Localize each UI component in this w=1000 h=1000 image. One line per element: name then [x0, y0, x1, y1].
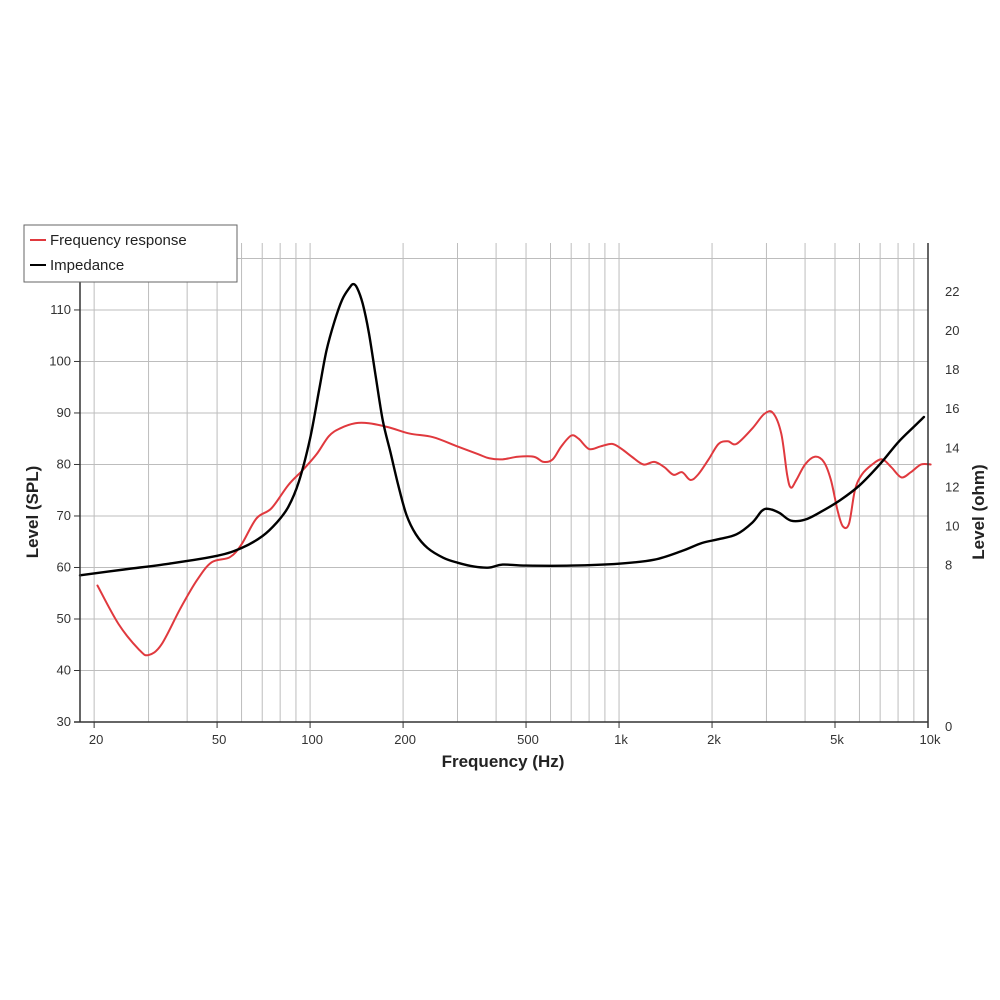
y-right-tick-label: 14 [945, 440, 959, 455]
x-tick-label: 5k [830, 732, 844, 747]
y-left-tick-label: 110 [50, 302, 71, 317]
x-tick-label: 50 [212, 732, 226, 747]
legend-label-frequency-response: Frequency response [50, 232, 187, 249]
y-right-tick-label: 20 [945, 323, 959, 338]
x-tick-label: 2k [707, 732, 721, 747]
y-right-tick-label: 8 [945, 558, 952, 573]
y-right-tick-label: 22 [945, 284, 959, 299]
x-tick-label: 1k [614, 732, 628, 747]
ticks-layer: 20 50 100 200 500 1k 2k 5k 10k304050607080901001… [49, 250, 959, 747]
y-left-tick-label: 70 [57, 508, 71, 523]
legend: Frequency response Impedance [23, 224, 238, 283]
y-right-tick-label: 18 [945, 362, 959, 377]
y-axis-left-title: Level (SPL) [23, 466, 42, 559]
legend-label-impedance: Impedance [50, 257, 124, 274]
y-right-tick-label: 0 [945, 719, 952, 734]
y-left-tick-label: 30 [57, 714, 71, 729]
series-line-frequency-response [96, 410, 932, 657]
x-tick-label: 100 [301, 732, 323, 747]
y-axis-right-title: Level (ohm) [969, 464, 988, 559]
y-left-tick-label: 80 [57, 456, 71, 471]
x-tick-label: 10k [920, 732, 941, 747]
y-left-tick-label: 100 [49, 353, 71, 368]
y-left-tick-label: 60 [57, 559, 71, 574]
x-axis-title: Frequency (Hz) [442, 752, 565, 771]
y-left-tick-label: 50 [57, 611, 71, 626]
y-left-tick-label: 40 [57, 662, 71, 677]
series-layer [78, 282, 932, 657]
y-left-tick-label: 90 [57, 405, 71, 420]
y-right-tick-label: 16 [945, 401, 959, 416]
grid-layer [80, 243, 929, 722]
x-tick-label: 500 [517, 732, 539, 747]
axes-layer [74, 243, 929, 728]
x-tick-label: 20 [89, 732, 103, 747]
x-tick-label: 200 [394, 732, 416, 747]
legend-box [23, 224, 238, 283]
y-right-tick-label: 10 [945, 518, 959, 533]
series-line-impedance [78, 282, 926, 577]
y-right-tick-label: 12 [945, 479, 959, 494]
